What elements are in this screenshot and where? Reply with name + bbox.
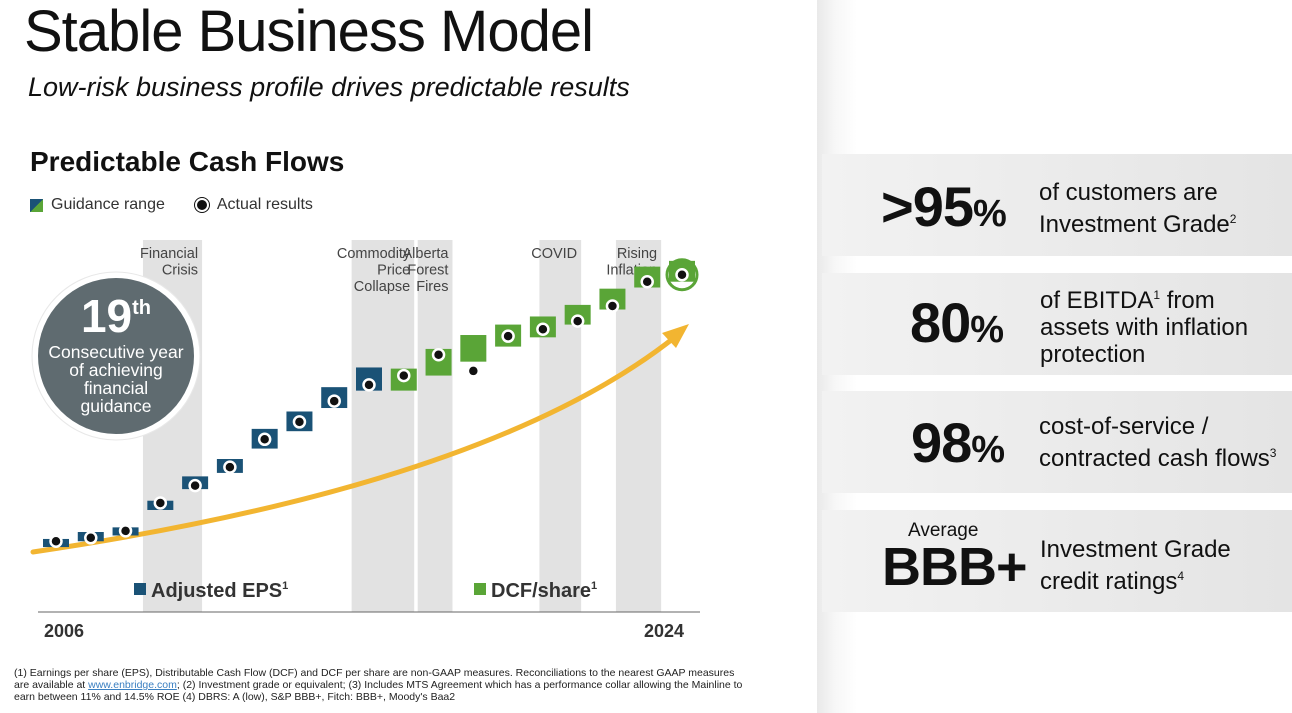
eps-actual-point (292, 415, 307, 429)
dcf-actual-point (397, 368, 411, 383)
chart-title: Predictable Cash Flows (30, 146, 345, 177)
stat-value: 98% (911, 411, 1005, 474)
eps-series-label: Adjusted EPS1 (151, 580, 288, 602)
dcf-actual-point (605, 299, 620, 313)
stat-prefix: Average (908, 520, 979, 541)
stat-value: 80% (910, 291, 1004, 354)
legend-guidance-label: Guidance range (51, 196, 165, 213)
page-title: Stable Business Model (24, 0, 594, 64)
event-band-label: Price (377, 263, 410, 279)
eps-actual-point (362, 378, 376, 392)
stat-description: of EBITDA1 from assets with inflation pr… (1040, 287, 1249, 368)
event-band-label: Rising (617, 246, 657, 262)
eps-actual-point (49, 534, 63, 549)
actual-results-dot-icon (194, 198, 209, 212)
dcf-actual-point (431, 347, 446, 362)
event-band-label: Financial (140, 246, 198, 262)
event-band-label: Alberta (403, 246, 450, 262)
stat-value: BBB+ (882, 537, 1028, 597)
badge-circle (38, 278, 194, 434)
stat-card-customers: >95% of customers are Investment Grade2 (822, 154, 1292, 256)
eps-actual-point (118, 524, 133, 538)
dcf-series-label: DCF/share1 (491, 580, 597, 602)
badge-text-line: guidance (80, 396, 151, 416)
eps-actual-point (327, 394, 341, 408)
stat-description: of customers are Investment Grade2 (1039, 179, 1237, 238)
stat-card-credit-rating: Average BBB+ Investment Grade credit rat… (822, 510, 1292, 612)
event-band (539, 240, 582, 612)
enbridge-link[interactable]: www.enbridge.com (88, 679, 177, 691)
badge-number: 19th (81, 290, 151, 342)
event-band (417, 240, 453, 612)
badge-text-line: of achieving (69, 360, 162, 380)
event-band-label: Fires (416, 279, 448, 295)
badge-text-line: Consecutive year (48, 342, 183, 362)
footnote: (1) Earnings per share (EPS), Distributa… (14, 667, 743, 703)
stat-description: cost-of-service / contracted cash flows3 (1039, 413, 1277, 472)
dcf-actual-point (675, 268, 689, 282)
dcf-actual-point (570, 314, 585, 328)
page-subtitle: Low-risk business profile drives predict… (28, 72, 630, 102)
dcf-series-label-swatch (474, 583, 486, 595)
stat-description: Investment Grade credit ratings4 (1040, 536, 1231, 595)
eps-actual-point (84, 531, 98, 545)
growth-arrow-head (662, 324, 689, 348)
event-band-label: Commodity (337, 246, 411, 262)
dcf-actual-point (640, 274, 654, 289)
event-band-label: COVID (531, 246, 577, 262)
dcf-actual-point (466, 364, 481, 378)
eps-actual-point (188, 478, 202, 493)
guidance-range-swatch (30, 198, 43, 212)
event-band-label: Collapse (354, 279, 410, 295)
legend-actual-label: Actual results (216, 196, 313, 213)
dcf-guidance-bar (460, 335, 487, 362)
eps-actual-point (223, 460, 237, 474)
chart-legend: Guidance range Actual results (30, 196, 313, 214)
x-axis-end-label: 2024 (644, 621, 684, 641)
latest-result-highlight-ring (665, 258, 699, 292)
event-band-label: Forest (407, 263, 448, 279)
dcf-actual-point (536, 322, 550, 336)
badge-text-line: financial (84, 378, 148, 398)
dcf-actual-point (501, 329, 515, 343)
event-band-label: Crisis (162, 263, 198, 279)
eps-actual-point (153, 496, 168, 510)
stat-value: >95% (881, 175, 1007, 238)
x-axis-start-label: 2006 (44, 621, 84, 641)
stat-card-ebitda: 80% of EBITDA1 from assets with inflatio… (822, 273, 1292, 375)
eps-series-label-swatch (134, 583, 146, 595)
eps-actual-point (257, 432, 272, 447)
stat-card-cost-of-service: 98% cost-of-service / contracted cash fl… (822, 391, 1292, 493)
event-band (351, 240, 415, 612)
